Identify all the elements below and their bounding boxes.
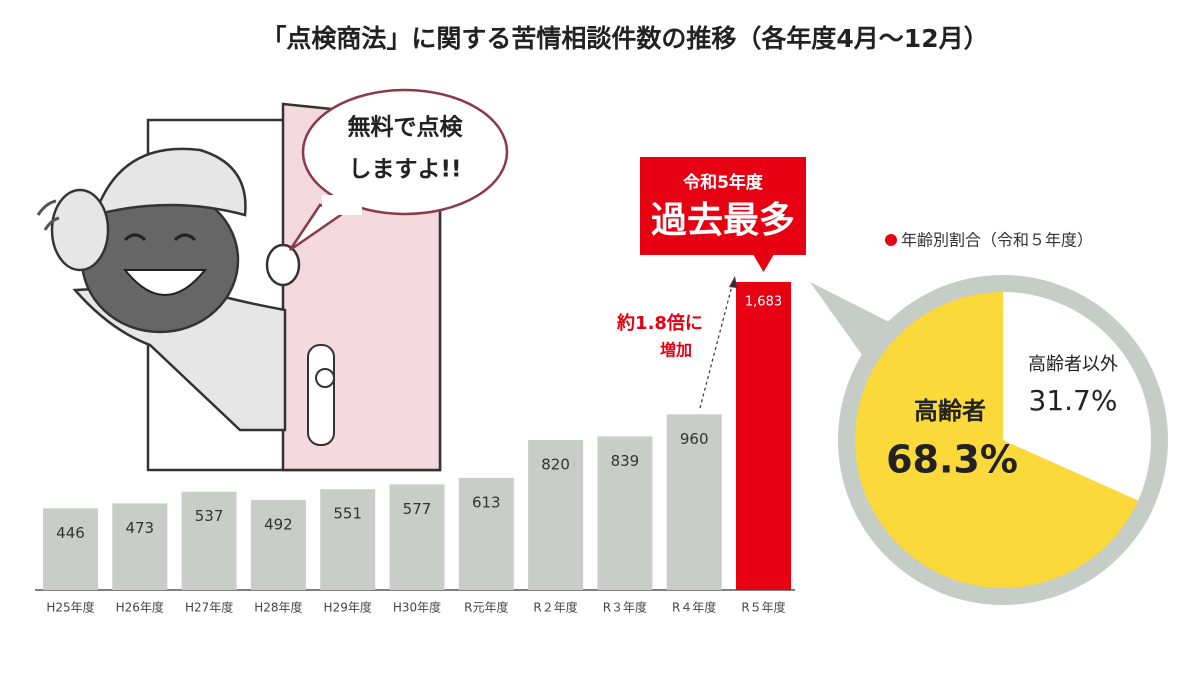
value-label: 577: [403, 500, 432, 518]
value-label: 446: [56, 524, 85, 542]
x-tick-label: R元年度: [464, 601, 508, 615]
record-badge: [640, 157, 806, 272]
pie-label: 高齢者以外: [1028, 354, 1118, 375]
value-label: 537: [195, 507, 224, 525]
worker-cap: [93, 147, 247, 217]
growth-note: 約1.8倍に: [616, 312, 703, 334]
value-label: 820: [541, 455, 570, 473]
bar: [666, 414, 722, 590]
worker-eyes: [123, 233, 197, 242]
x-tick-label: R２年度: [533, 601, 577, 615]
value-label: 960: [680, 430, 709, 448]
bar: [112, 503, 168, 590]
bar: [597, 436, 653, 590]
worker-mouth: [122, 269, 208, 296]
bar: [181, 491, 237, 590]
illustration: 無料で点検 しますよ!!: [36, 88, 509, 472]
door-knob: [315, 368, 335, 388]
value-label: 551: [333, 505, 362, 523]
x-tick-label: R３年度: [603, 601, 647, 615]
x-tick-label: H30年度: [393, 601, 441, 615]
x-tick-label: R５年度: [741, 601, 785, 615]
worker-hand: [265, 243, 301, 287]
pie-title: 年齢別割合（令和５年度）: [901, 231, 1093, 250]
speech-bubble: [301, 88, 509, 216]
bar: [528, 439, 584, 590]
motion-lines: [36, 199, 60, 231]
bar: [389, 484, 445, 590]
pie-value-label: 31.7%: [1029, 384, 1118, 417]
speech-text: しますよ!!: [349, 157, 462, 183]
bar: [736, 282, 791, 590]
value-label: 839: [611, 452, 640, 470]
x-tick-label: H26年度: [116, 601, 164, 615]
bubble-join: [322, 195, 362, 215]
x-tick-label: H27年度: [185, 601, 233, 615]
legend-dot: [885, 234, 897, 246]
value-label: 1,683: [745, 295, 782, 310]
pie-label: 高齢者: [914, 397, 986, 425]
growth-arrow: [699, 281, 734, 409]
x-tick-label: R４年度: [672, 601, 716, 615]
x-tick-label: H25年度: [46, 601, 94, 615]
door-handle: [307, 344, 335, 446]
page-title: 「点検商法」に関する苦情相談件数の推移（各年度4月～12月）: [261, 24, 988, 53]
bar: [43, 508, 98, 590]
worker-arm: [50, 188, 110, 272]
growth-arrowhead: [729, 276, 737, 288]
speech-text: 無料で点検: [348, 115, 464, 141]
value-label: 473: [125, 519, 154, 537]
pie-slice: [1003, 292, 1151, 501]
pie-value-label: 68.3%: [886, 438, 1018, 482]
bar: [458, 477, 514, 590]
bar: [320, 489, 376, 590]
pie-slice: [855, 292, 1139, 589]
growth-note: 増加: [660, 341, 692, 360]
badge-title: 過去最多: [651, 200, 795, 241]
bar: [250, 499, 306, 590]
value-label: 613: [472, 493, 501, 511]
x-tick-label: H28年度: [254, 601, 302, 615]
x-tick-label: H29年度: [324, 601, 372, 615]
value-label: 492: [264, 515, 293, 533]
badge-subtitle: 令和5年度: [682, 172, 764, 193]
